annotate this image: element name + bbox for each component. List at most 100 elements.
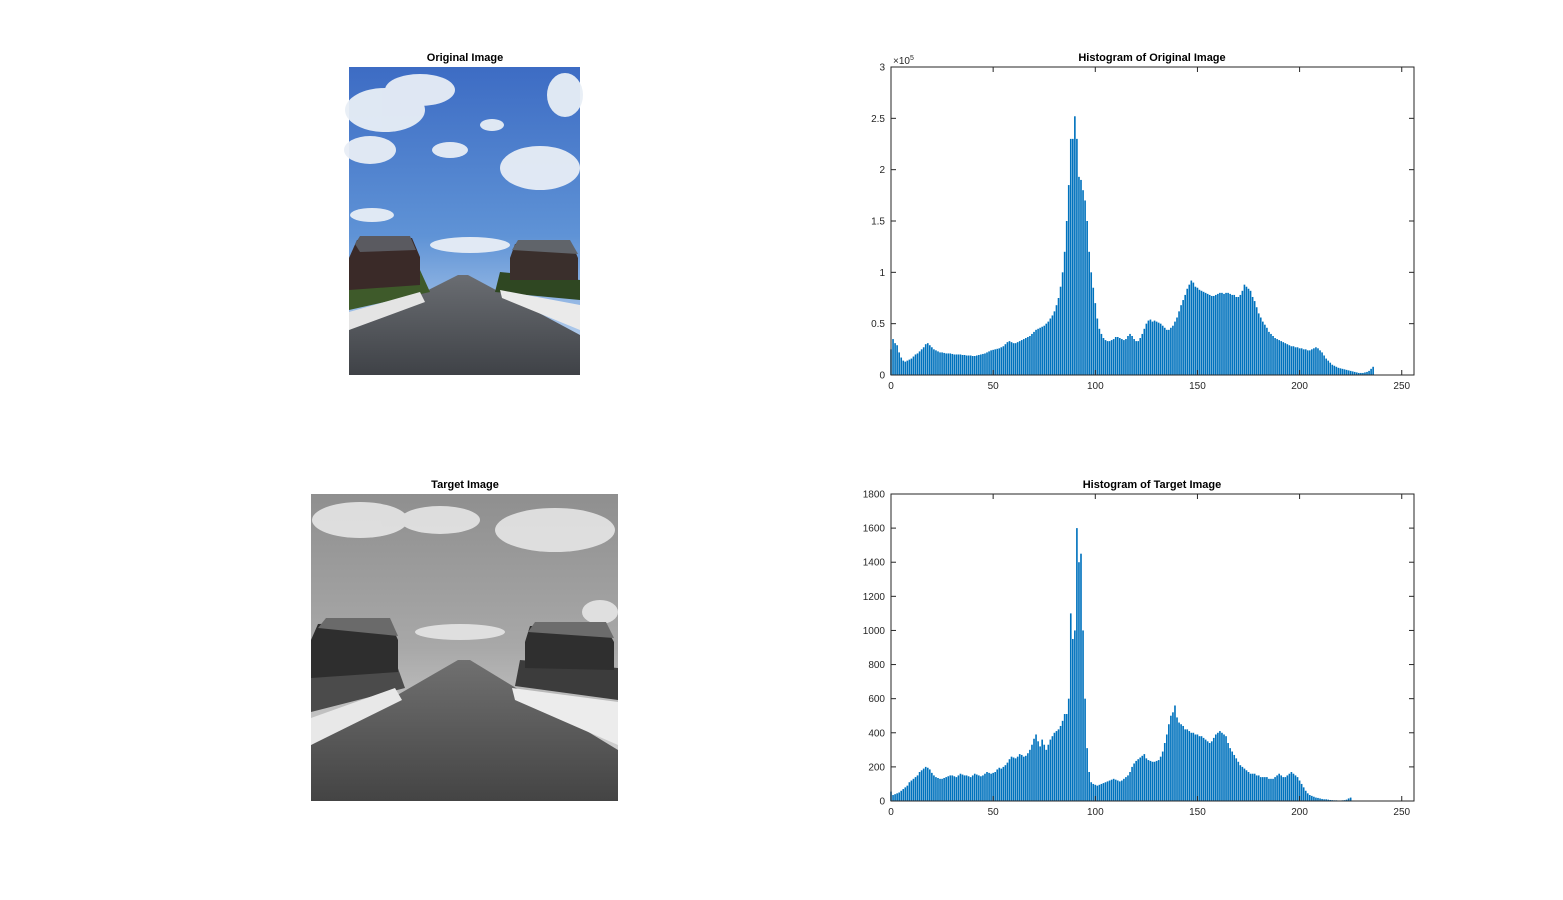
histogram-bar [1133,339,1135,375]
histogram-bar [1272,335,1274,375]
histogram-bar [1190,732,1193,801]
histogram-bar [1288,345,1291,375]
histogram-bar [896,345,898,375]
y-tick-label: 600 [868,694,885,705]
histogram-bar [1092,783,1095,801]
histogram-bar [1010,756,1013,801]
histogram-bar [1247,772,1250,801]
histogram-bar [1194,286,1197,375]
histogram-bar [941,352,943,375]
histogram-bar [1168,724,1170,801]
histogram-bar [1033,331,1035,375]
histogram-bar [1217,732,1219,801]
histogram-bar [1029,335,1031,375]
histogram-bar [965,775,968,801]
histogram-bar [1074,630,1076,801]
histogram-bar [920,770,923,801]
histogram-bar [1031,744,1033,801]
histogram-bar [896,793,898,801]
original-image-panel: Original Image [344,52,583,375]
histogram-bar [1233,294,1236,375]
histogram-bar [947,776,950,801]
histogram-bar [1067,698,1070,801]
x-tick-label: 50 [988,807,1000,818]
histogram-bar [1223,293,1225,375]
histogram-bar [1302,787,1305,801]
histogram-bar [1282,777,1285,801]
hist-original-bars [890,116,1374,375]
x-tick-label: 100 [1087,807,1104,818]
histogram-bar [951,353,954,375]
histogram-bar [939,778,941,801]
histogram-bar [1255,775,1258,801]
histogram-bar [1022,756,1025,801]
histogram-bar [965,355,968,375]
histogram-bar [1266,327,1268,375]
histogram-bar [1358,372,1360,375]
histogram-bar [931,772,933,801]
histogram-bar [1251,773,1254,801]
histogram-bar [1204,739,1207,801]
histogram-bar [1331,364,1334,375]
histogram-bar [1268,778,1270,801]
histogram-bar [994,772,996,801]
histogram-bar [912,778,915,801]
histogram-bar [1286,344,1289,375]
x-tick-label: 0 [888,381,894,392]
histogram-bar [1223,734,1225,801]
histogram-bar [984,773,986,801]
histogram-bar [1308,795,1311,801]
histogram-bar [1119,338,1121,375]
histogram-bar [1002,766,1005,801]
histogram-bar [1206,741,1209,801]
histogram-bar [1039,746,1041,801]
histogram-bar [1284,777,1287,801]
histogram-bar [1008,341,1011,375]
histogram-bar [1278,773,1280,801]
histogram-bar [1319,798,1321,801]
histogram-bar [1012,343,1015,375]
histogram-bar [943,352,945,375]
histogram-bar [1098,784,1101,801]
histogram-bar [982,775,984,801]
histogram-bar [1192,282,1195,375]
histogram-bar [1325,799,1327,801]
y-tick-label: 1400 [863,558,886,569]
histogram-bar [1043,325,1046,375]
histogram-bar [1251,296,1254,375]
histogram-bar [1174,705,1176,801]
histogram-bar [1178,311,1180,375]
histogram-bar [1219,731,1221,801]
histogram-bar [1296,777,1299,801]
histogram-bar [1100,333,1103,375]
histogram-bar [1311,349,1313,375]
hist-target-title: Histogram of Target Image [1083,479,1222,491]
histogram-bar [1229,748,1231,801]
histogram-bar [1084,698,1086,801]
histogram-bar [1368,370,1370,375]
histogram-bar [898,352,900,375]
histogram-bar [1241,290,1244,375]
histogram-bar [1227,292,1229,375]
histogram-bar [1370,368,1372,375]
histogram-bar [1304,790,1307,801]
histogram-bar [1033,738,1035,801]
histogram-bar [1233,754,1236,801]
histogram-bar [1366,371,1368,375]
histogram-bar [1343,369,1346,375]
histogram-bar [1072,138,1074,375]
histogram-bar [933,349,935,375]
hist-target-bars [890,528,1352,802]
histogram-bar [1235,758,1238,801]
histogram-bar [1125,339,1127,375]
histogram-bar [1022,339,1025,375]
histogram-bar [1235,296,1238,375]
histogram-original: Histogram of Original Image 0 50 100 150 200… [871,52,1415,392]
histogram-bar [1274,777,1276,801]
y-tick-label: 400 [868,728,885,739]
histogram-bar [1335,366,1338,375]
histogram-bar [1106,781,1109,801]
histogram-bar [1002,346,1005,375]
histogram-bar [892,339,894,375]
histogram-bar [1016,342,1019,375]
